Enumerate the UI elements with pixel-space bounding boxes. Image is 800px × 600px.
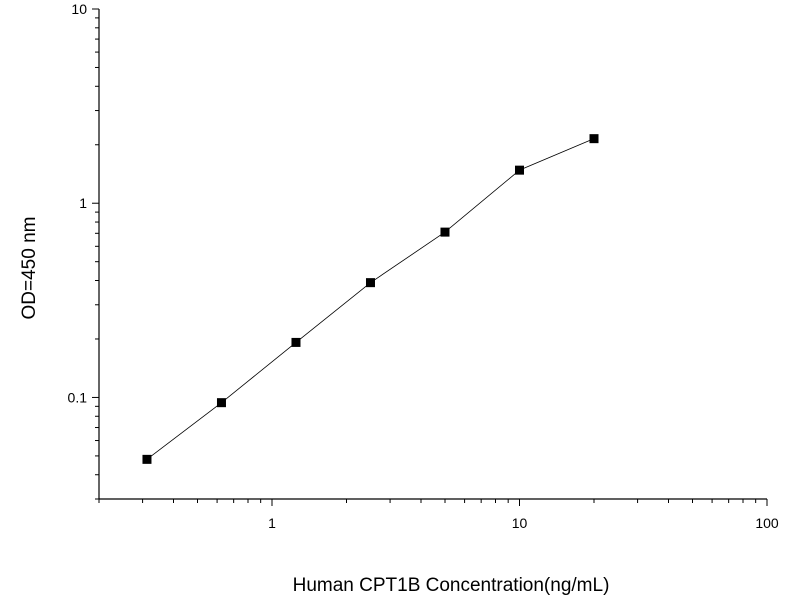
x-axis-title: Human CPT1B Concentration(ng/mL) [293, 575, 610, 596]
data-series [142, 134, 599, 464]
data-point [440, 227, 450, 237]
data-point [291, 337, 301, 347]
data-point [365, 278, 375, 288]
y-tick-label: 1 [79, 195, 87, 211]
x-tick-label: 10 [512, 515, 528, 531]
data-point [216, 398, 226, 408]
data-point [589, 134, 599, 144]
x-tick-label: 100 [755, 515, 779, 531]
axes: 1 10 100 0.1 1 10 [68, 1, 779, 531]
y-tick-label: 10 [71, 1, 87, 17]
series-line [146, 138, 595, 460]
y-axis-title: OD=450 nm [19, 217, 40, 320]
x-tick-label: 1 [268, 515, 276, 531]
data-point [514, 165, 524, 175]
data-point [142, 454, 152, 464]
y-tick-label: 0.1 [68, 389, 88, 405]
